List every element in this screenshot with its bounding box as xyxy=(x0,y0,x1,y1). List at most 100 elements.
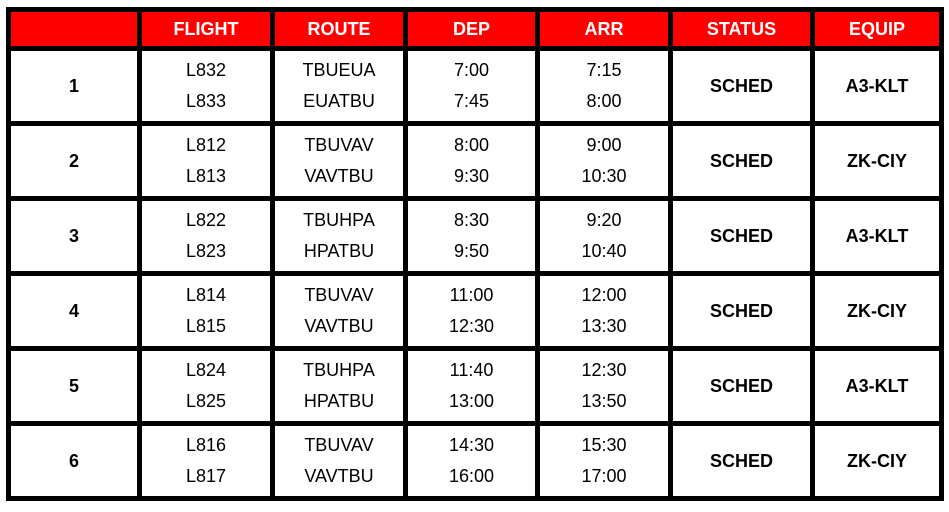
dep-cell-value: 13:00 xyxy=(448,391,495,411)
route-cell: TBUVAV VAVTBU xyxy=(275,126,403,196)
arr-cell-value: 15:30 xyxy=(581,435,627,455)
equip-cell: A3-KLT xyxy=(815,201,939,271)
flight-cell-value: L813 xyxy=(185,166,227,186)
row-number-cell-value: 1 xyxy=(68,75,79,96)
dep-cell: 8:30 9:50 xyxy=(408,201,535,271)
dep-cell: 11:40 13:00 xyxy=(408,351,535,421)
route-cell-value: TBUHPA xyxy=(303,360,375,380)
dep-cell-value: 9:50 xyxy=(453,241,490,261)
route-cell-value: HPATBU xyxy=(303,241,375,261)
equip-cell: ZK-CIY xyxy=(815,276,939,346)
route-cell: TBUHPA HPATBU xyxy=(275,351,403,421)
flight-cell-value: L814 xyxy=(185,285,227,305)
arr-cell: 9:20 10:40 xyxy=(540,201,668,271)
route-cell: TBUVAV VAVTBU xyxy=(275,276,403,346)
equip-cell: A3-KLT xyxy=(815,351,939,421)
route-cell-value: VAVTBU xyxy=(304,166,374,186)
status-cell-value: SCHED xyxy=(709,375,773,396)
equip-cell-value: A3-KLT xyxy=(845,75,909,96)
route-cell-value: EUATBU xyxy=(303,91,375,111)
route-cell-value: VAVTBU xyxy=(304,466,374,486)
flight-cell-value: L812 xyxy=(185,135,227,155)
arr-cell: 12:00 13:30 xyxy=(540,276,668,346)
status-cell-value: SCHED xyxy=(709,150,773,171)
equip-cell-value: A3-KLT xyxy=(845,225,909,246)
flight-cell-value: L815 xyxy=(185,316,227,336)
flight-cell-value: L824 xyxy=(185,360,227,380)
status-cell: SCHED xyxy=(673,126,810,196)
arr-cell: 12:30 13:50 xyxy=(540,351,668,421)
arr-cell: 15:30 17:00 xyxy=(540,426,668,496)
flight-cell-value: L823 xyxy=(185,241,227,261)
route-cell-value: TBUHPA xyxy=(303,210,375,230)
status-cell: SCHED xyxy=(673,201,810,271)
flight-cell-value: L822 xyxy=(185,210,227,230)
dep-cell: 8:00 9:30 xyxy=(408,126,535,196)
header-dep: DEP xyxy=(408,12,535,46)
flight-cell: L816 L817 xyxy=(142,426,270,496)
arr-cell-value: 7:15 xyxy=(586,60,622,80)
flight-cell-value: L832 xyxy=(185,60,227,80)
arr-cell-value: 13:30 xyxy=(581,316,627,336)
route-cell-value: VAVTBU xyxy=(304,316,374,336)
dep-cell-value: 11:40 xyxy=(449,360,494,380)
row-number-cell-value: 5 xyxy=(68,375,79,396)
status-cell-value: SCHED xyxy=(709,75,773,96)
header-status: STATUS xyxy=(673,12,810,46)
arr-cell-value: 9:00 xyxy=(586,135,622,155)
row-number-cell-value: 6 xyxy=(68,450,79,471)
route-cell: TBUHPA HPATBU xyxy=(275,201,403,271)
header-flight: FLIGHT xyxy=(142,12,270,46)
dep-cell: 11:00 12:30 xyxy=(408,276,535,346)
route-cell-value: TBUEUA xyxy=(302,60,376,80)
dep-cell-value: 16:00 xyxy=(448,466,495,486)
row-number-cell: 2 xyxy=(11,126,137,196)
flight-cell-value: L817 xyxy=(185,466,227,486)
route-cell-value: TBUVAV xyxy=(304,285,374,305)
arr-cell-value: 10:30 xyxy=(581,166,627,186)
equip-cell: A3-KLT xyxy=(815,51,939,121)
header-arr: ARR xyxy=(540,12,668,46)
arr-cell-value: 12:30 xyxy=(581,360,627,380)
flight-cell-value: L825 xyxy=(185,391,227,411)
flight-cell: L812 L813 xyxy=(142,126,270,196)
equip-cell: ZK-CIY xyxy=(815,126,939,196)
route-cell-value: HPATBU xyxy=(303,391,375,411)
arr-cell-value: 17:00 xyxy=(581,466,627,486)
status-cell-value: SCHED xyxy=(709,225,773,246)
header-equip: EQUIP xyxy=(815,12,939,46)
flight-schedule-table: FLIGHT ROUTE DEP ARR STATUS EQUIP 1 L832 L833 TBU… xyxy=(6,7,944,501)
flight-cell: L822 L823 xyxy=(142,201,270,271)
arr-cell-value: 9:20 xyxy=(586,210,622,230)
header-blank xyxy=(11,12,137,46)
dep-cell-value: 11:00 xyxy=(449,285,494,305)
route-cell: TBUVAV VAVTBU xyxy=(275,426,403,496)
flight-cell-value: L816 xyxy=(185,435,227,455)
equip-cell-value: ZK-CIY xyxy=(847,450,907,471)
status-cell: SCHED xyxy=(673,351,810,421)
arr-cell: 9:00 10:30 xyxy=(540,126,668,196)
equip-cell-value: ZK-CIY xyxy=(847,300,907,321)
dep-cell-value: 12:30 xyxy=(448,316,495,336)
row-number-cell: 6 xyxy=(11,426,137,496)
header-route: ROUTE xyxy=(275,12,403,46)
equip-cell-value: A3-KLT xyxy=(845,375,909,396)
equip-cell: ZK-CIY xyxy=(815,426,939,496)
row-number-cell: 5 xyxy=(11,351,137,421)
dep-cell-value: 8:30 xyxy=(453,210,490,230)
dep-cell: 14:30 16:00 xyxy=(408,426,535,496)
dep-cell-value: 14:30 xyxy=(448,435,495,455)
row-number-cell-value: 2 xyxy=(68,150,79,171)
route-cell-value: TBUVAV xyxy=(304,435,374,455)
route-cell-value: TBUVAV xyxy=(304,135,374,155)
row-number-cell: 4 xyxy=(11,276,137,346)
row-number-cell-value: 4 xyxy=(68,300,79,321)
arr-cell-value: 12:00 xyxy=(581,285,627,305)
row-number-cell: 1 xyxy=(11,51,137,121)
flight-cell: L814 L815 xyxy=(142,276,270,346)
arr-cell-value: 10:40 xyxy=(581,241,627,261)
status-cell: SCHED xyxy=(673,426,810,496)
arr-cell: 7:15 8:00 xyxy=(540,51,668,121)
dep-cell-value: 8:00 xyxy=(453,135,490,155)
row-number-cell-value: 3 xyxy=(68,225,79,246)
